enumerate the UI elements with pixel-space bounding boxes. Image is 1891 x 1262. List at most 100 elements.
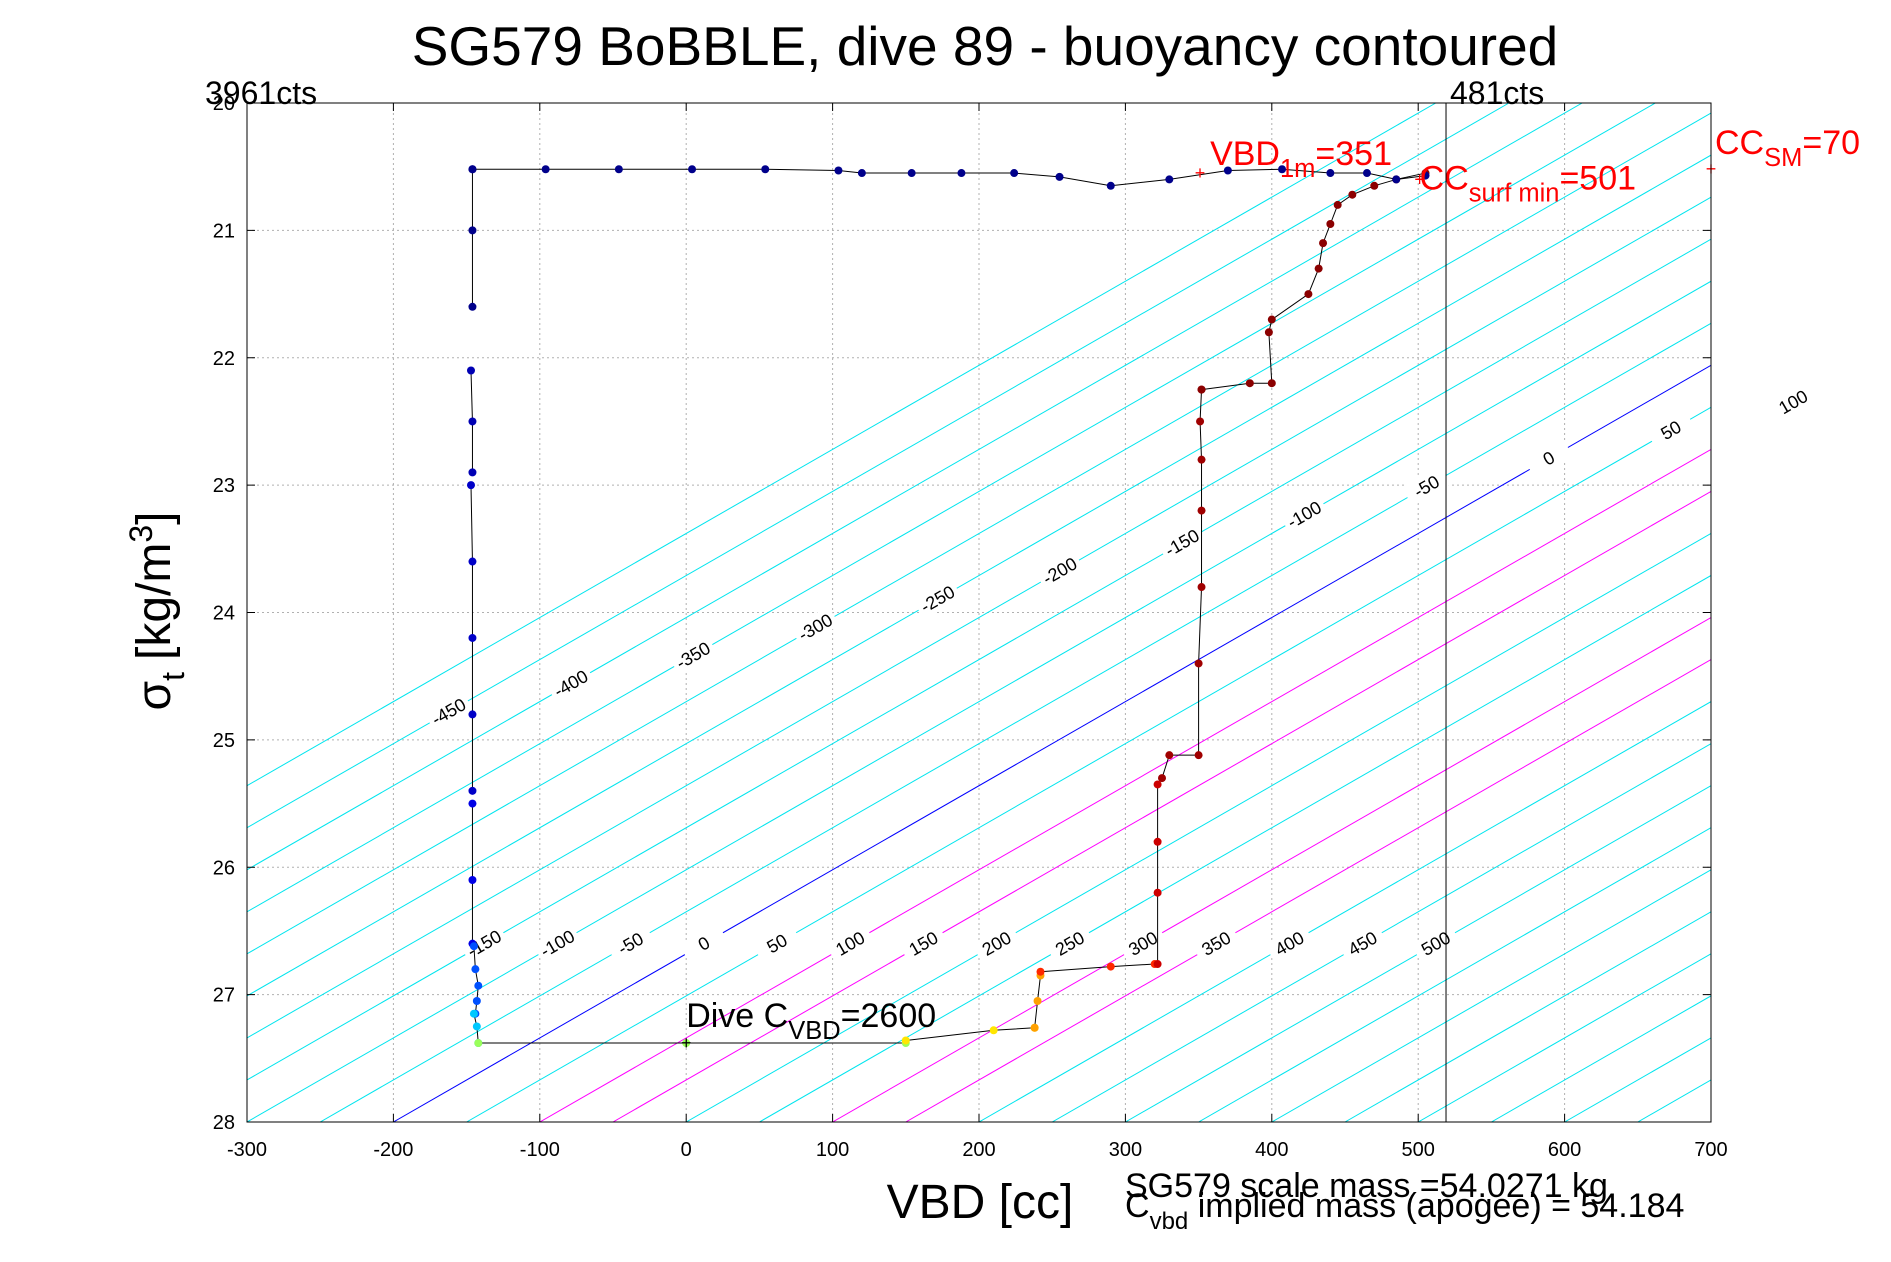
dive-data-point xyxy=(1197,385,1206,394)
contour-label-bg xyxy=(1337,922,1387,964)
cc-sm-annotation-prefix: CC xyxy=(1715,124,1764,162)
cc-surf-min-annotation-marker: + xyxy=(1414,169,1425,189)
y-tick-label: 23 xyxy=(213,475,235,497)
surface-data-point xyxy=(1165,175,1174,184)
y-label-unit: [kg/m xyxy=(128,543,181,660)
dive-data-point xyxy=(1030,1023,1039,1032)
contour-label-bg xyxy=(912,577,962,619)
vbd-1m-annotation-marker: + xyxy=(1195,163,1206,183)
dive-cvbd-annotation-sub: VBD xyxy=(788,1017,840,1045)
dive-data-point xyxy=(472,996,481,1005)
cc-sm-annotation-value: =70 xyxy=(1802,124,1860,162)
cc-sm-annotation: CCSM=70 xyxy=(1715,124,1860,172)
dive-data-point xyxy=(682,1039,691,1048)
dive-data-point xyxy=(468,875,477,884)
y-tick-label: 20 xyxy=(213,93,235,115)
dive-data-point xyxy=(1194,751,1203,760)
x-axis-label: VBD [cc] xyxy=(887,1176,1074,1229)
x-tick-label: 0 xyxy=(681,1139,692,1161)
contour-label-bg xyxy=(423,690,473,732)
buoyancy-contour-line xyxy=(247,103,1583,871)
surface-data-point xyxy=(907,169,916,178)
gridlines xyxy=(247,103,1711,1122)
dive-data-point xyxy=(468,302,477,311)
dive-data-point xyxy=(1165,751,1174,760)
contour-label-group: 0 xyxy=(678,922,728,964)
surface-data-point xyxy=(1362,169,1371,178)
dive-data-point xyxy=(469,942,478,951)
surface-data-point xyxy=(1392,175,1401,184)
contour-label-bg xyxy=(1410,922,1460,964)
dive-data-point xyxy=(1153,780,1162,789)
surface-data-point xyxy=(1106,181,1115,190)
y-label-sup: 3 xyxy=(123,525,159,543)
surface-data-point xyxy=(1223,166,1232,175)
x-tick-label: 600 xyxy=(1548,1139,1581,1161)
right-counts-label: 481cts xyxy=(1450,75,1544,111)
surface-data-point xyxy=(1326,169,1335,178)
data-series xyxy=(466,165,1430,1048)
y-tick-label: 28 xyxy=(213,1112,235,1134)
dive-data-point xyxy=(468,710,477,719)
surface-data-point xyxy=(614,165,623,174)
y-tick-label: 22 xyxy=(213,348,235,370)
dive-data-point xyxy=(468,633,477,642)
contour-label-bg xyxy=(1523,437,1573,479)
dive-data-point xyxy=(468,799,477,808)
contour-label-bg xyxy=(1044,922,1094,964)
buoyancy-contour-line xyxy=(1344,911,1711,1122)
y-tick-label: 21 xyxy=(213,220,235,242)
x-tick-label: 200 xyxy=(962,1139,995,1161)
vbd-1m-annotation: VBD1m=351 xyxy=(1210,135,1392,183)
x-tick-label: 400 xyxy=(1255,1139,1288,1161)
surface-data-point xyxy=(834,166,843,175)
dive-data-point xyxy=(1197,455,1206,464)
dive-data-point xyxy=(901,1036,910,1045)
dive-data-point xyxy=(1033,996,1042,1005)
contour-label-bg xyxy=(790,606,840,648)
contour-label-bg xyxy=(752,922,802,964)
x-tick-label: -100 xyxy=(520,1139,560,1161)
dive-data-point xyxy=(1326,220,1335,229)
contour-label-bg xyxy=(1401,465,1451,507)
dive-data-point xyxy=(1319,239,1328,248)
surface-data-point xyxy=(1010,169,1019,178)
dive-data-point xyxy=(469,1009,478,1018)
dive-data-point xyxy=(1264,328,1273,337)
dive-data-point xyxy=(1153,837,1162,846)
dive-data-point xyxy=(466,366,475,375)
dive-data-point xyxy=(1194,659,1203,668)
x-tick-label: 700 xyxy=(1694,1139,1727,1161)
buoyancy-contour-line xyxy=(247,103,1510,829)
y-tick-label: 27 xyxy=(213,985,235,1007)
dive-data-point xyxy=(466,481,475,490)
footer-implied-mass: Cvbd implied mass (apogee) = 54.184 xyxy=(1125,1187,1684,1235)
x-tick-label: -300 xyxy=(227,1139,267,1161)
dive-data-point xyxy=(1267,379,1276,388)
dive-data-point xyxy=(1267,315,1276,324)
surface-data-point xyxy=(1421,171,1430,180)
contour-label-bg xyxy=(668,634,718,676)
dive-data-point xyxy=(1036,967,1045,976)
surface-data-point xyxy=(688,165,697,174)
vbd-1m-annotation-value: =351 xyxy=(1315,135,1392,173)
dive-data-point xyxy=(474,1039,483,1048)
surface-data-point xyxy=(1278,165,1287,174)
footer-implied-prefix: C xyxy=(1125,1187,1150,1225)
contour-label-bg xyxy=(971,922,1021,964)
surface-data-point xyxy=(957,169,966,178)
dive-data-point xyxy=(989,1026,998,1035)
contour-label-bg xyxy=(898,922,948,964)
dive-cvbd-annotation-prefix: Dive C xyxy=(686,997,788,1035)
cc-surf-min-annotation-prefix: CC xyxy=(1420,159,1469,197)
dive-data-point xyxy=(1245,379,1254,388)
dive-data-point xyxy=(471,965,480,974)
contour-label-bg xyxy=(532,922,582,964)
contour-label-bg xyxy=(1157,521,1207,563)
footer-implied-sub: vbd xyxy=(1150,1208,1189,1235)
contour-label-bg xyxy=(1191,922,1241,964)
axis-ticks: -300 -200 -100 0 100 200 300 400 500 600 700212223… xyxy=(213,93,1728,1161)
dive-data-point xyxy=(1106,962,1115,971)
y-label-close: ] xyxy=(128,511,181,524)
y-label-main: σ xyxy=(128,681,181,711)
